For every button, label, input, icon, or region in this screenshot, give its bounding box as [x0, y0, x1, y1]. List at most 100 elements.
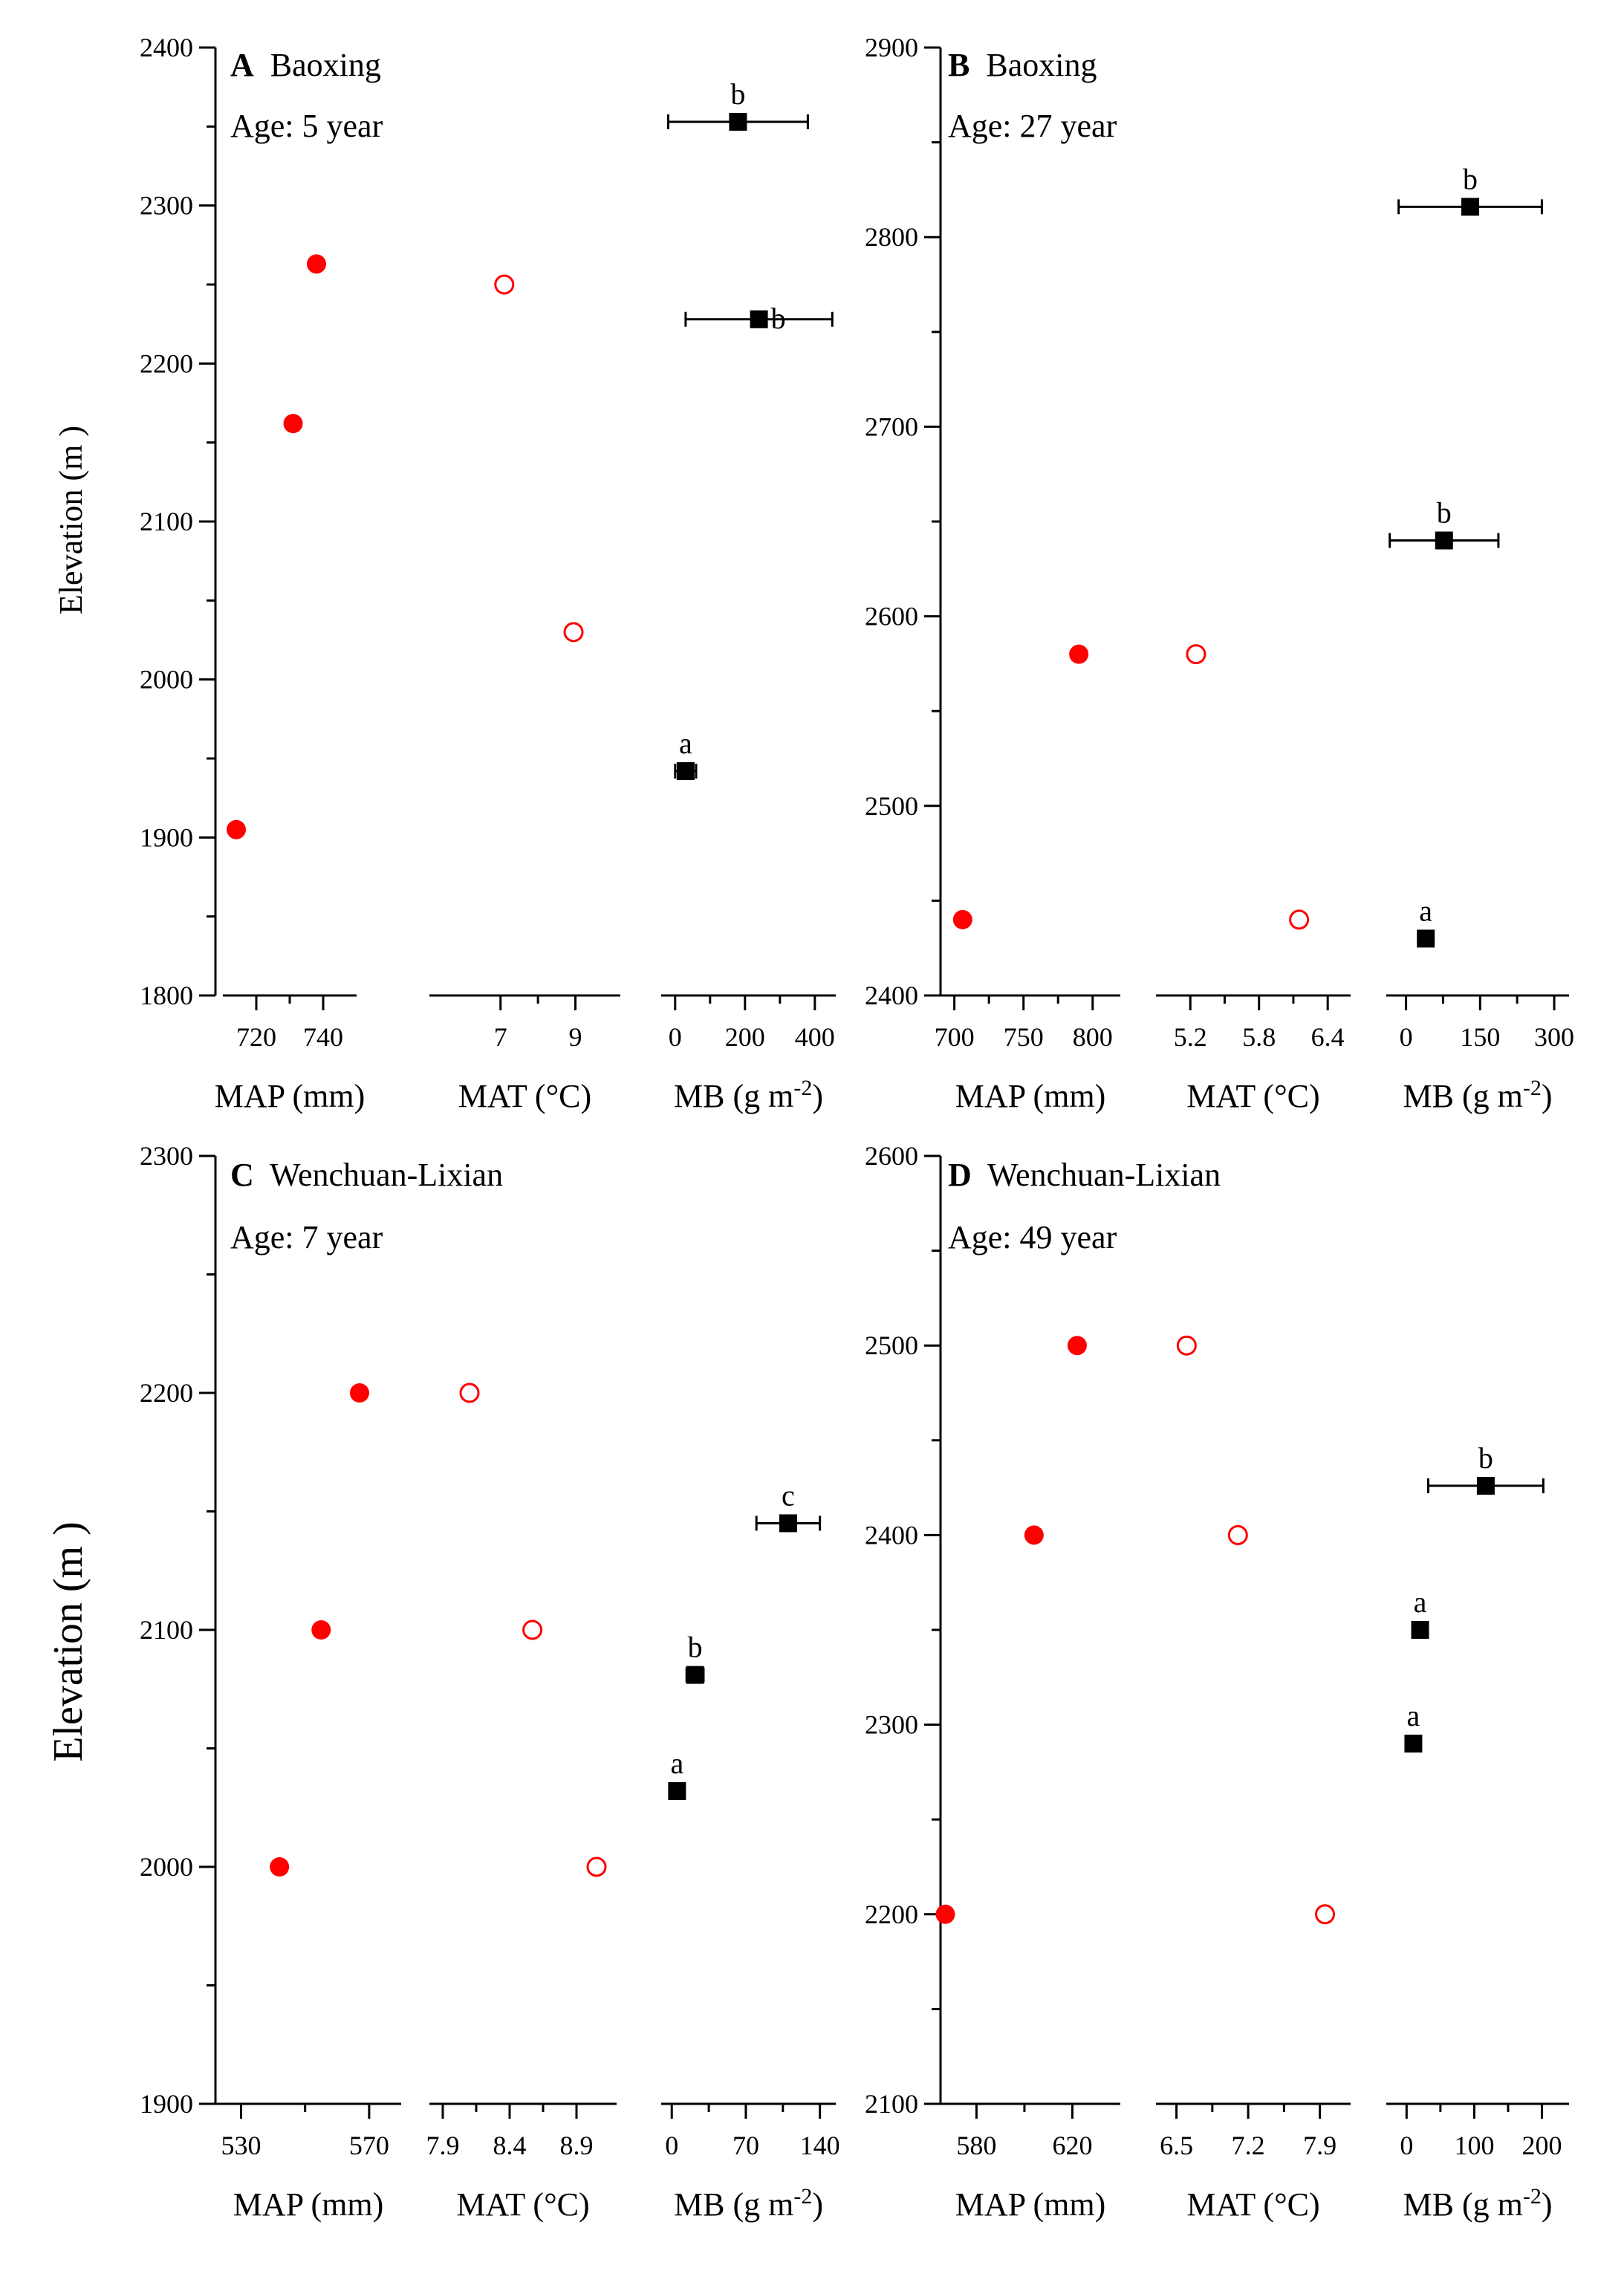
panel-c-map-x-tick-label: 530 — [221, 2131, 261, 2160]
panel-a-letter: A — [230, 47, 254, 83]
panel-d-mb-point — [1404, 1735, 1423, 1753]
panel-a-mat-x-tick-label: 7 — [494, 1022, 507, 1052]
panel-c-age-label: Age: 7 year — [230, 1219, 383, 1255]
panel-c-mb-significance-label: c — [782, 1478, 795, 1512]
panel-a-age-label: Age: 5 year — [230, 108, 383, 144]
panel-a-mb-point — [750, 310, 768, 328]
panel-a-y-tick-label: 2400 — [140, 33, 193, 62]
panel-d-mb-x-tick-label: 200 — [1522, 2131, 1562, 2160]
panel-b-map-point — [952, 909, 972, 929]
panel-d-mb-point — [1411, 1621, 1429, 1639]
panel-d-mb-point — [1476, 1477, 1495, 1495]
panel-c-mb-x-tick-label: 0 — [665, 2131, 678, 2160]
panel-c-mat-point — [586, 1856, 607, 1877]
panel-b-y-tick-label: 2500 — [865, 791, 918, 821]
panel-d-map-x-tick-label: 580 — [956, 2131, 996, 2160]
panel-b-mat-x-axis-title: MAT (°C) — [1186, 1078, 1319, 1114]
panel-b-site: Baoxing — [969, 47, 1097, 83]
panel-c-mb-point — [779, 1514, 797, 1533]
panel-c-mb-x-tick-label: 70 — [733, 2131, 759, 2160]
panel-c-y-tick-label: 2300 — [140, 1141, 193, 1171]
panel-d-y-tick-label: 2100 — [865, 2089, 918, 2119]
panel-c-mb-significance-label: a — [670, 1747, 683, 1780]
panel-c-map-point — [270, 1857, 290, 1877]
panel-c-map-point — [311, 1620, 331, 1640]
panel-b-map-x-tick-label: 700 — [935, 1022, 975, 1052]
panel-a-mb-x-tick-label: 200 — [725, 1022, 765, 1052]
panel-c-y-tick-label: 2100 — [140, 1615, 193, 1645]
panel-c-y-axis-title: Elevation (m ) — [45, 1521, 91, 1761]
panel-a-map-point — [283, 414, 303, 434]
panel-b-map-x-axis-title: MAP (mm) — [955, 1078, 1106, 1114]
panel-b-mat-point — [1186, 644, 1206, 665]
panel-b-map-x-tick-label: 800 — [1073, 1022, 1113, 1052]
panel-c-map-x-tick-label: 570 — [349, 2131, 389, 2160]
panel-a-mb-x-axis-title: MB (g m-2) — [674, 1076, 823, 1115]
panel-d-mb-x-axis-title-part: MB (g m — [1403, 2186, 1522, 2223]
panel-b-map-point — [1069, 644, 1089, 664]
panel-d-mb-significance-label: a — [1407, 1699, 1420, 1732]
panel-b-mb-significance-label: b — [1437, 496, 1452, 530]
panel-a-map-point — [227, 819, 246, 839]
panel-d-mb-x-axis-title: MB (g m-2) — [1403, 2184, 1552, 2223]
panel-a-mb-significance-label: b — [771, 302, 786, 335]
panel-d-mat-x-tick-label: 7.9 — [1303, 2131, 1336, 2160]
panel-b-mb-x-tick-label: 300 — [1534, 1022, 1574, 1052]
panel-d-mat-x-axis-title: MAT (°C) — [1186, 2186, 1319, 2223]
panel-d-mb-x-tick-label: 100 — [1454, 2131, 1494, 2160]
panel-b-letter: B — [948, 47, 969, 83]
panel-b-y-tick-label: 2900 — [865, 33, 918, 62]
panel-b-mb-x-tick-label: 0 — [1400, 1022, 1413, 1052]
panel-a-y-tick-label: 2000 — [140, 665, 193, 695]
panel-a-map-x-axis-title: MAP (mm) — [215, 1078, 366, 1114]
panel-d-title: D Wenchuan-Lixian — [948, 1157, 1221, 1193]
panel-b-mat-x-tick-label: 5.2 — [1174, 1022, 1207, 1052]
panel-c-letter: C — [230, 1157, 254, 1193]
panel-a-mb-x-axis-title-part: -2 — [793, 1076, 812, 1100]
panel-d-y-tick-label: 2300 — [865, 1710, 918, 1740]
panel-b-mat-point — [1289, 909, 1310, 930]
panel-c-mb-x-axis-title-part: -2 — [793, 2184, 812, 2209]
panel-c-y-tick-label: 2200 — [140, 1378, 193, 1408]
panel-b-mb-x-axis-title-part: -2 — [1523, 1076, 1542, 1100]
panel-d-map-x-tick-label: 620 — [1052, 2131, 1092, 2160]
panel-c-mat-x-tick-label: 8.4 — [493, 2131, 527, 2160]
panel-a-map-point — [307, 254, 326, 274]
panel-a-mb-x-axis-title-part: ) — [812, 1078, 823, 1114]
panel-d-y-tick-label: 2200 — [865, 1900, 918, 1929]
panel-a-mat-point — [563, 622, 584, 643]
panel-d-age-label: Age: 49 year — [948, 1219, 1117, 1255]
panel-a-y-tick-label: 2300 — [140, 191, 193, 221]
panel-b-mb-x-tick-label: 150 — [1460, 1022, 1500, 1052]
panel-c-mat-x-tick-label: 8.9 — [560, 2131, 594, 2160]
panel-b-mat-x-tick-label: 6.4 — [1311, 1022, 1345, 1052]
panel-b-mb-x-axis-title: MB (g m-2) — [1403, 1076, 1552, 1115]
panel-c-map-point — [349, 1383, 369, 1403]
panel-b-y-tick-label: 2800 — [865, 222, 918, 252]
panel-b-mb-point — [1417, 929, 1435, 948]
panel-b-mat-x-tick-label: 5.8 — [1242, 1022, 1276, 1052]
panel-b-mb-significance-label: a — [1419, 894, 1432, 927]
panel-a-mb-significance-label: b — [730, 77, 745, 111]
panel-d-mat-x-tick-label: 7.2 — [1232, 2131, 1265, 2160]
panel-d-mb-significance-label: a — [1414, 1585, 1427, 1619]
panel-a-y-tick-label: 1900 — [140, 822, 193, 852]
panel-d-mb-x-axis-title-part: -2 — [1523, 2184, 1542, 2209]
panel-a-mat-x-tick-label: 9 — [569, 1022, 582, 1052]
panel-d-mat-point — [1227, 1524, 1248, 1545]
panel-a-title: A Baoxing — [230, 47, 381, 83]
panel-d-mat-point — [1315, 1904, 1336, 1925]
panel-a-map-x-tick-label: 720 — [236, 1022, 276, 1052]
panel-b-mb-x-axis-title-part: ) — [1542, 1078, 1553, 1114]
panel-d-map-point — [1024, 1525, 1044, 1545]
panel-a-y-tick-label: 1800 — [140, 981, 193, 1010]
panel-b-mb-point — [1435, 531, 1453, 550]
panel-c-title: C Wenchuan-Lixian — [230, 1157, 503, 1193]
panel-c-mb-x-tick-label: 140 — [800, 2131, 840, 2160]
panel-a-y-axis-title: Elevation (m ) — [53, 426, 89, 614]
panel-a-mb-significance-label: a — [679, 727, 692, 760]
panel-c-mb-significance-label: b — [688, 1631, 703, 1664]
panel-d-y-tick-label: 2500 — [865, 1331, 918, 1360]
panel-d-letter: D — [948, 1157, 972, 1193]
panel-c-mat-point — [459, 1383, 480, 1403]
